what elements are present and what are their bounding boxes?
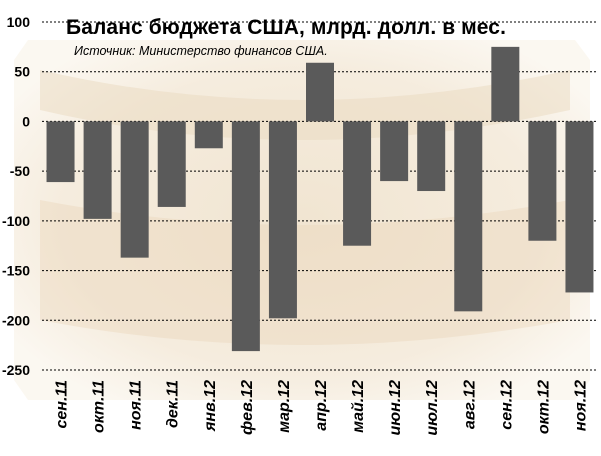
bar: [417, 121, 446, 192]
x-tick-label: июн.12: [387, 380, 404, 436]
x-tick-label: ноя.11: [128, 380, 145, 430]
x-tick-label: дек.11: [165, 380, 182, 428]
x-tick-label: окт.12: [535, 380, 552, 434]
y-axis-ticks: 100 50 0 -50 -100 -150 -200 -250: [2, 14, 30, 378]
x-tick-label: фев.12: [239, 380, 256, 435]
bar: [120, 121, 149, 258]
x-tick-label: сен.12: [498, 380, 515, 430]
bar: [528, 121, 557, 241]
bar: [194, 121, 223, 149]
bar: [83, 121, 112, 219]
y-tick-label: -250: [2, 362, 30, 378]
x-tick-label: мар.12: [276, 380, 293, 433]
y-tick-label: 100: [7, 14, 31, 30]
bar: [268, 121, 297, 319]
x-axis-ticks: сен.11 окт.11 ноя.11 дек.11 янв.12 фев.12 мар.…: [54, 380, 590, 436]
x-tick-label: янв.12: [202, 380, 219, 432]
bars: [46, 46, 594, 352]
x-tick-label: май.12: [350, 380, 367, 433]
y-tick-label: -200: [2, 312, 30, 328]
bar: [491, 46, 520, 122]
bar: [231, 121, 260, 352]
x-tick-label: окт.11: [91, 380, 108, 433]
bar: [454, 121, 483, 312]
x-tick-label: сен.11: [54, 380, 71, 429]
chart-title: Баланс бюджета США, млрд. долл. в мес.: [66, 16, 507, 39]
bar: [306, 62, 334, 122]
x-tick-label: апр.12: [313, 380, 330, 431]
x-tick-label: июл.12: [424, 380, 441, 436]
y-tick-label: -150: [2, 263, 30, 279]
y-tick-label: -50: [10, 163, 30, 179]
y-tick-label: -100: [2, 213, 30, 229]
bar: [565, 121, 594, 293]
bar: [343, 121, 372, 246]
x-tick-label: авг.12: [461, 380, 478, 429]
chart-subtitle: Источник: Министерство финансов США.: [74, 44, 328, 58]
bar: [380, 121, 409, 182]
bar: [46, 121, 75, 183]
y-tick-label: 0: [22, 113, 30, 129]
y-tick-label: 50: [14, 64, 30, 80]
x-tick-label: ноя.12: [572, 380, 589, 431]
bar: [157, 121, 186, 207]
